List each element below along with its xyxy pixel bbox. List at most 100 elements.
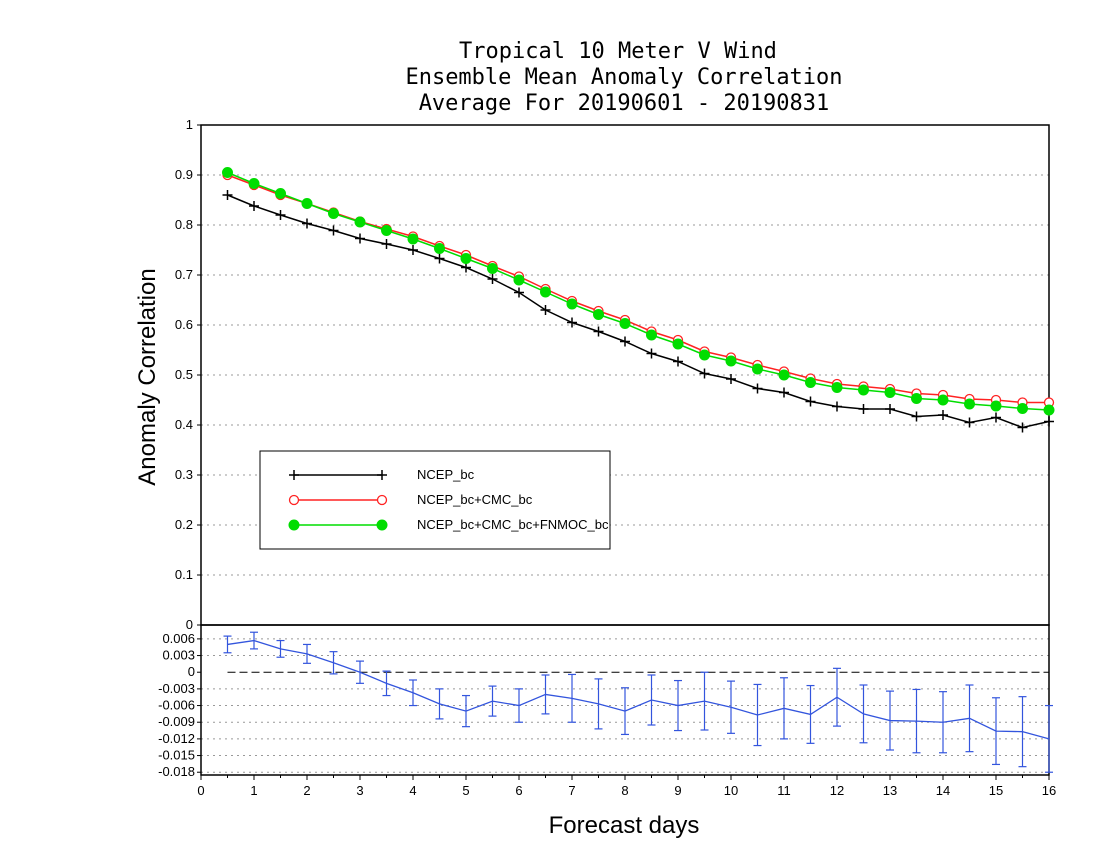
data-point-marker bbox=[911, 393, 922, 404]
data-point-marker bbox=[376, 519, 388, 531]
data-point-marker bbox=[990, 400, 1002, 412]
data-point-marker bbox=[858, 384, 869, 396]
chart-title: Tropical 10 Meter V Wind Ensemble Mean A… bbox=[405, 39, 842, 116]
x-tick-label: 11 bbox=[777, 783, 791, 798]
top-y-tick-label: 0.9 bbox=[175, 167, 193, 182]
bottom-plot-grid bbox=[201, 638, 1049, 773]
x-tick-label: 10 bbox=[724, 783, 738, 798]
data-point-marker bbox=[725, 355, 737, 367]
series-line bbox=[227, 174, 1049, 404]
data-point-marker bbox=[248, 178, 260, 189]
data-point-marker bbox=[407, 233, 419, 245]
x-tick-label: 12 bbox=[830, 783, 844, 798]
legend-item-0: NCEP_bc bbox=[289, 467, 475, 482]
data-point-marker bbox=[699, 349, 710, 361]
data-point-marker bbox=[275, 188, 286, 199]
series-1 bbox=[222, 169, 1055, 408]
data-point-marker bbox=[1017, 403, 1028, 414]
series-0 bbox=[222, 190, 1054, 433]
x-tick-label: 0 bbox=[197, 783, 204, 798]
legend-label: NCEP_bc+CMC_bc bbox=[417, 492, 533, 507]
data-point-marker bbox=[288, 519, 300, 531]
title-line-3: Average For 20190601 - 20190831 bbox=[419, 91, 830, 116]
series-layer bbox=[222, 167, 1055, 433]
x-tick-label: 8 bbox=[621, 783, 628, 798]
data-point-marker bbox=[434, 243, 445, 254]
series-line bbox=[227, 171, 1050, 411]
legend-label: NCEP_bc+CMC_bc+FNMOC_bc bbox=[417, 517, 609, 532]
x-axis-label: Forecast days bbox=[549, 812, 700, 839]
data-point-marker bbox=[513, 274, 525, 286]
data-point-marker bbox=[381, 225, 392, 236]
data-point-marker bbox=[1043, 404, 1055, 416]
x-tick-label: 9 bbox=[674, 783, 681, 798]
data-point-marker bbox=[328, 208, 339, 219]
data-point-marker bbox=[619, 318, 631, 329]
legend: NCEP_bc NCEP_bc+CMC_bc NCEP_bc+CMC_bc+FNMO… bbox=[259, 450, 611, 550]
x-tick-label: 7 bbox=[568, 783, 575, 798]
bottom-y-tick-label: 0.003 bbox=[162, 648, 195, 663]
title-line-1: Tropical 10 Meter V Wind bbox=[459, 39, 777, 64]
title-line-2: Ensemble Mean Anomaly Correlation bbox=[405, 65, 842, 90]
data-point-marker bbox=[778, 369, 790, 381]
bottom-y-tick-label: 0 bbox=[188, 664, 195, 679]
top-y-tick-label: 0.6 bbox=[175, 317, 193, 332]
y-axis-label: Anomaly Correlation bbox=[134, 268, 161, 485]
data-point-marker bbox=[646, 329, 657, 341]
x-tick-label: 2 bbox=[303, 783, 310, 798]
data-point-marker bbox=[487, 263, 498, 274]
x-tick-label: 13 bbox=[883, 783, 897, 798]
data-point-marker bbox=[540, 286, 551, 298]
difference-line bbox=[227, 639, 1050, 740]
legend-item-1: NCEP_bc+CMC_bc bbox=[288, 492, 533, 507]
x-tick-label: 15 bbox=[989, 783, 1003, 798]
data-point-marker bbox=[672, 338, 684, 350]
x-tick-label: 1 bbox=[250, 783, 257, 798]
x-tick-label: 6 bbox=[515, 783, 522, 798]
bottom-y-tick-label: -0.018 bbox=[158, 764, 195, 779]
top-y-axis-ticks: 0 0.1 0.2 0.3 0.4 0.5 0.6 0.7 0.8 0.9 1 bbox=[175, 117, 201, 632]
data-point-marker bbox=[593, 309, 604, 320]
top-y-tick-label: 0.2 bbox=[175, 517, 193, 532]
data-point-marker bbox=[752, 363, 763, 375]
legend-items: NCEP_bc NCEP_bc+CMC_bc NCEP_bc+CMC_bc+FNMO… bbox=[288, 467, 609, 532]
top-y-tick-label: 0.5 bbox=[175, 367, 193, 382]
x-tick-label: 5 bbox=[462, 783, 469, 798]
top-y-tick-label: 0.4 bbox=[175, 417, 193, 432]
x-tick-label: 16 bbox=[1042, 783, 1056, 798]
top-y-tick-label: 0 bbox=[186, 617, 193, 632]
series-line bbox=[227, 194, 1050, 429]
bottom-y-tick-label: 0.006 bbox=[162, 631, 195, 646]
bottom-y-tick-label: -0.006 bbox=[158, 698, 195, 713]
x-tick-label: 14 bbox=[936, 783, 950, 798]
data-point-marker bbox=[805, 377, 816, 388]
top-y-tick-label: 0.3 bbox=[175, 467, 193, 482]
bottom-y-tick-label: -0.015 bbox=[158, 748, 195, 763]
top-y-tick-label: 0.1 bbox=[175, 567, 193, 582]
difference-layer bbox=[223, 631, 1053, 773]
bottom-y-tick-label: -0.009 bbox=[158, 714, 195, 729]
data-point-marker bbox=[460, 253, 472, 264]
x-tick-label: 4 bbox=[409, 783, 416, 798]
data-point-marker bbox=[301, 198, 313, 209]
data-point-marker bbox=[831, 382, 843, 393]
series-2 bbox=[222, 167, 1055, 416]
data-point-marker bbox=[376, 494, 388, 506]
data-point-marker bbox=[354, 216, 366, 228]
data-point-marker bbox=[937, 394, 949, 406]
bottom-y-tick-label: -0.003 bbox=[158, 681, 195, 696]
data-point-marker bbox=[222, 167, 233, 178]
data-point-marker bbox=[964, 398, 975, 410]
legend-label: NCEP_bc bbox=[417, 467, 475, 482]
x-tick-label: 3 bbox=[356, 783, 363, 798]
legend-item-2: NCEP_bc+CMC_bc+FNMOC_bc bbox=[288, 517, 609, 532]
data-point-marker bbox=[884, 387, 896, 398]
bottom-y-tick-label: -0.012 bbox=[158, 731, 195, 746]
x-axis-ticks: 0 1 2 3 4 5 6 7 8 9 10 11 12 13 14 15 16 bbox=[197, 775, 1056, 798]
top-y-tick-label: 1 bbox=[186, 117, 193, 132]
top-y-tick-label: 0.7 bbox=[175, 267, 193, 282]
data-point-marker bbox=[288, 494, 300, 506]
data-point-marker bbox=[566, 298, 578, 310]
